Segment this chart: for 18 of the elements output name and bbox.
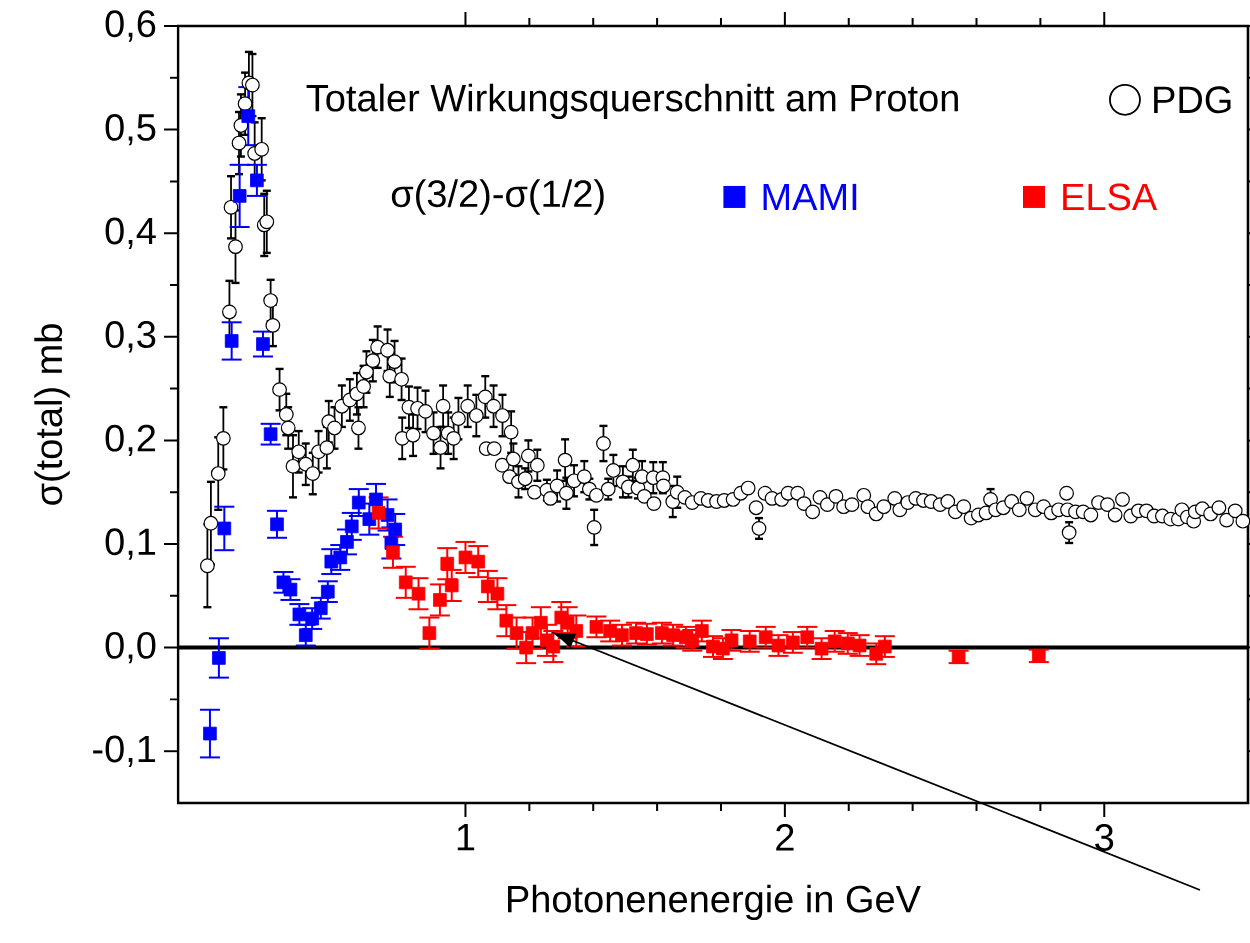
y-tick-label: 0,1: [105, 528, 156, 560]
x-tick-label: 1: [457, 824, 475, 851]
text: Totaler Wirkungsquerschnitt am Proton: [306, 83, 958, 120]
y-tick-label: 0,4: [105, 217, 156, 249]
y-tick-label: 0,0: [105, 631, 156, 664]
y-tick-label: 0,6: [105, 10, 156, 42]
x-tick-label: 3: [1095, 824, 1114, 851]
x-axis-title: Photonenenergie in GeV: [508, 884, 921, 921]
legend-label: ELSA: [1063, 183, 1158, 211]
legend-label: PDG: [1154, 86, 1231, 114]
y-tick-label: 0,2: [105, 424, 156, 457]
y-tick-label: 0,5: [105, 113, 156, 146]
legend-label: MAMI: [763, 183, 857, 211]
y-axis-title: σ(total) mb: [34, 324, 70, 505]
x-tick-label: 2: [776, 824, 794, 851]
y-tick-label: -0,1: [93, 735, 156, 767]
legend-title: σ(3/2)-σ(1/2): [391, 179, 604, 215]
y-tick-label: 0,3: [105, 321, 156, 353]
